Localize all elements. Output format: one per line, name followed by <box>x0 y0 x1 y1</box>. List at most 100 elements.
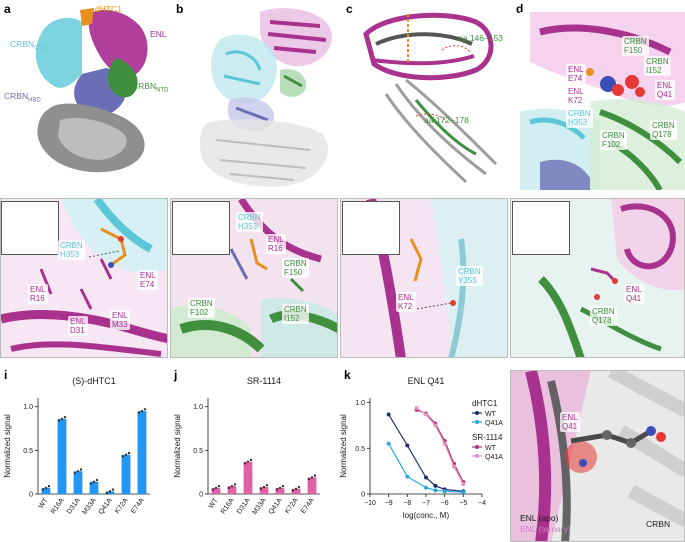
chart-k-series-point <box>433 423 438 428</box>
chart-j-point <box>249 458 253 462</box>
label-f-h353: CRBN H353 <box>236 212 263 232</box>
chart-i-point <box>76 470 80 473</box>
chart-k-dose-response: ENL Q41 Normalized signal log(conc., M) −10… <box>339 376 503 520</box>
panel-a-density-map <box>35 8 148 173</box>
chart-j-point <box>262 485 266 489</box>
chart-k-series-point <box>386 441 391 446</box>
label-f-r16: ENL R16 <box>266 234 286 254</box>
chart-j-point <box>278 486 282 490</box>
panel-letter-j: j <box>174 368 178 382</box>
chart-k-series-point <box>405 474 410 479</box>
chart-k-xtick-label: −8 <box>403 500 411 507</box>
label-e-h353: CRBN H353 <box>58 240 85 260</box>
chart-j-bar <box>259 487 269 494</box>
chart-k-xlabel: log(conc., M) <box>403 511 450 520</box>
label-l-enl-apo: ENL (apo) <box>520 513 559 523</box>
chart-k-legend-swatch-point <box>475 420 479 424</box>
chart-i-bar <box>41 487 51 494</box>
label-d-h353: CRBN H353 <box>566 108 593 128</box>
chart-i-title: (S)-dHTC1 <box>72 376 116 386</box>
chart-k-series-point <box>461 490 466 495</box>
chart-j-bar <box>307 477 317 494</box>
chart-k-legend-swatch-point <box>475 445 479 449</box>
chart-i-bar <box>121 454 131 494</box>
chart-j-xtick-label: Q41A <box>268 497 284 516</box>
chart-i-point <box>140 409 144 413</box>
chart-k-legend-item: WT <box>485 445 497 452</box>
panel-e-inset <box>1 201 59 255</box>
chart-i-ylabel: Normalized signal <box>3 414 12 478</box>
chart-i-point <box>92 480 96 483</box>
label-f-i152: CRBN I152 <box>282 304 309 324</box>
panel-f-inset <box>172 201 230 255</box>
chart-k-series-point <box>452 464 456 469</box>
chart-j-point <box>313 474 317 477</box>
chart-j-xtick-label: D31A <box>236 497 252 516</box>
label-crbn-ctd-sub: CTD <box>34 45 47 52</box>
chart-j-point <box>246 460 250 463</box>
chart-k-xtick-label: −9 <box>385 500 393 507</box>
chart-i-point <box>47 484 51 488</box>
chart-i-xtick-label: Q41A <box>98 497 114 516</box>
chart-k-series-point <box>424 485 428 490</box>
chart-i-bar <box>57 418 67 494</box>
chart-k-legend-group: dHTC1 <box>472 399 498 408</box>
chart-j-ylabel: Normalized signal <box>173 414 182 478</box>
panel-g-inset <box>342 201 400 255</box>
chart-i-xtick-label: E74A <box>130 497 146 515</box>
chart-k-ytick-label: 0.5 <box>355 446 365 453</box>
label-e-m33: ENL M33 <box>110 310 130 330</box>
label-crbn-hbd-text: CRBN <box>4 91 29 101</box>
label-l-enl-ternary: ENL (ternary) <box>520 524 571 534</box>
chart-j-ytick-label: 1.0 <box>193 404 203 411</box>
chart-j-point <box>211 488 215 491</box>
chart-k-series-point <box>442 441 447 446</box>
chart-i-xtick-label: R16A <box>50 497 66 516</box>
chart-k-ylabel: Normalized signal <box>339 414 348 478</box>
chart-k-legend-group: SR-1114 <box>472 433 503 442</box>
label-f-f150: CRBN F150 <box>282 258 309 278</box>
chart-j-point <box>265 484 269 487</box>
chart-k-legend-item: Q41A <box>485 420 503 427</box>
chart-i-bar <box>89 481 99 494</box>
chart-j-xtick-label: WT <box>208 497 220 511</box>
chart-j-bar <box>211 487 221 494</box>
chart-i-point <box>108 490 112 493</box>
chart-i-point <box>60 417 64 421</box>
chart-k-title: ENL Q41 <box>408 376 445 386</box>
chart-j-ytick-label: 0.5 <box>193 448 203 455</box>
chart-j-bar <box>227 486 237 494</box>
chart-k-xtick-label: −10 <box>364 500 376 507</box>
chart-i-point <box>127 451 131 455</box>
label-crbn-ctd-text: CRBN <box>10 39 35 49</box>
panel-letter-i: i <box>4 368 8 382</box>
chart-j-bar <box>275 487 285 494</box>
chart-j-point <box>217 484 221 488</box>
chart-j-point <box>281 484 285 488</box>
chart-k-series-point <box>461 481 466 486</box>
chart-j-point <box>307 477 311 481</box>
chart-i-point <box>73 471 77 475</box>
chart-j-point <box>259 487 263 490</box>
chart-j-point <box>310 476 314 479</box>
chart-j-point <box>227 486 231 490</box>
label-aa-172-178: aa 172–178 <box>424 115 469 125</box>
label-crbn-ctd: CRBNCTD <box>10 39 47 54</box>
chart-i-xtick-label: D31A <box>66 497 82 516</box>
chart-i-point <box>105 491 109 495</box>
label-d-f150: CRBN F150 <box>622 36 649 56</box>
chart-k-xtick-label: −4 <box>478 500 486 507</box>
label-aa-146-153: aa 146–153 <box>458 33 503 43</box>
panel-d-view <box>520 12 685 190</box>
chart-i-point <box>63 416 67 419</box>
label-crbn-ntd-text: CRBN <box>132 81 157 91</box>
chart-k-series-point <box>405 443 410 448</box>
chart-k-xtick-label: −6 <box>441 500 449 507</box>
chart-i-bar <box>105 491 115 494</box>
label-d-f102: CRBN F102 <box>600 130 627 150</box>
chart-k-series-point <box>424 412 428 417</box>
panel-letter-b: b <box>176 2 184 16</box>
chart-j-point <box>214 486 218 490</box>
label-e-e74: ENL E74 <box>138 270 158 290</box>
chart-k-series-point <box>433 488 438 493</box>
